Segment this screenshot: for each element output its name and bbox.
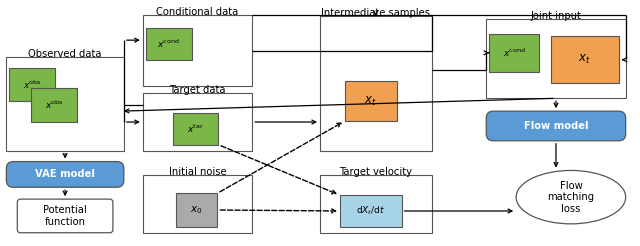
Text: Intermediate samples: Intermediate samples: [321, 8, 430, 18]
FancyBboxPatch shape: [31, 88, 77, 122]
FancyBboxPatch shape: [143, 93, 252, 151]
Text: $x^{\mathrm{obs}}$: $x^{\mathrm{obs}}$: [45, 99, 63, 111]
FancyBboxPatch shape: [486, 111, 626, 141]
Text: VAE model: VAE model: [35, 169, 95, 179]
FancyBboxPatch shape: [143, 15, 252, 86]
Text: Target data: Target data: [170, 85, 226, 95]
Text: $\mathrm{d}X_t/\mathrm{d}t$: $\mathrm{d}X_t/\mathrm{d}t$: [356, 205, 385, 217]
FancyBboxPatch shape: [17, 199, 113, 233]
Text: Potential
function: Potential function: [44, 205, 87, 227]
FancyBboxPatch shape: [6, 57, 124, 151]
Text: Flow model: Flow model: [524, 121, 588, 131]
FancyBboxPatch shape: [175, 193, 218, 227]
FancyBboxPatch shape: [320, 175, 431, 233]
Text: $x^{\mathrm{cond}}$: $x^{\mathrm{cond}}$: [503, 46, 525, 59]
FancyBboxPatch shape: [146, 28, 191, 60]
Text: $x_0$: $x_0$: [190, 204, 203, 216]
FancyBboxPatch shape: [6, 162, 124, 187]
FancyBboxPatch shape: [10, 68, 55, 101]
FancyBboxPatch shape: [173, 113, 218, 145]
Text: $x^{\mathrm{obs}}$: $x^{\mathrm{obs}}$: [23, 78, 42, 91]
Text: Target velocity: Target velocity: [339, 168, 412, 177]
FancyBboxPatch shape: [143, 175, 252, 233]
FancyBboxPatch shape: [486, 19, 626, 98]
Text: Initial noise: Initial noise: [169, 168, 227, 177]
Text: Joint input: Joint input: [531, 11, 581, 21]
Text: Flow
matching
loss: Flow matching loss: [547, 181, 595, 214]
Text: $x_t$: $x_t$: [579, 53, 591, 66]
Text: $x^{\mathrm{tar}}$: $x^{\mathrm{tar}}$: [187, 123, 204, 135]
Text: $x^{\mathrm{cond}}$: $x^{\mathrm{cond}}$: [157, 38, 180, 50]
Text: Conditional data: Conditional data: [156, 7, 239, 17]
FancyBboxPatch shape: [489, 34, 539, 72]
Text: $x_t$: $x_t$: [364, 95, 377, 108]
FancyBboxPatch shape: [345, 81, 397, 121]
Ellipse shape: [516, 170, 626, 224]
FancyBboxPatch shape: [551, 36, 619, 83]
FancyBboxPatch shape: [340, 195, 402, 227]
Text: Observed data: Observed data: [28, 49, 102, 59]
FancyBboxPatch shape: [320, 16, 431, 151]
